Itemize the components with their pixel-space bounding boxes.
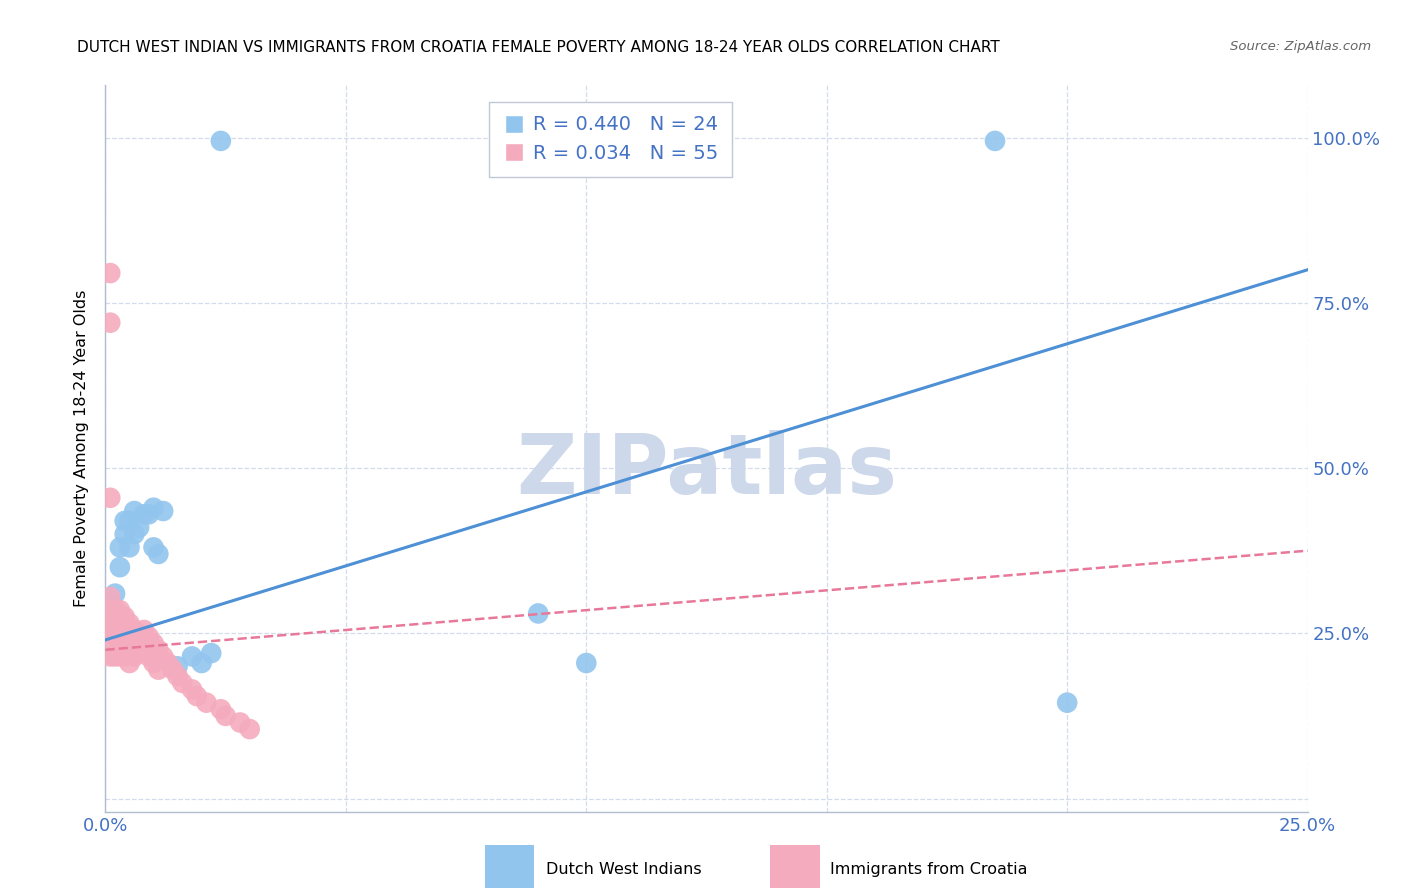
Point: [98, 316, 121, 330]
Point: [114, 514, 136, 528]
Point: [114, 623, 136, 637]
Point: [98, 491, 121, 505]
Point: [118, 616, 141, 631]
Text: Immigrants from Croatia: Immigrants from Croatia: [830, 863, 1026, 877]
Point: [166, 669, 188, 683]
Point: [142, 541, 165, 555]
Point: [108, 603, 131, 617]
Point: [104, 603, 127, 617]
Point: [209, 702, 232, 716]
Point: [142, 636, 165, 650]
Point: [138, 649, 160, 664]
Point: [138, 630, 160, 644]
Point: [108, 616, 131, 631]
Point: [108, 636, 131, 650]
Point: [181, 649, 204, 664]
Point: [124, 630, 146, 644]
Point: [128, 520, 150, 534]
Point: [575, 656, 598, 670]
Point: [124, 527, 146, 541]
Legend: R = 0.440   N = 24, R = 0.034   N = 55: R = 0.440 N = 24, R = 0.034 N = 55: [488, 102, 733, 177]
Point: [229, 715, 252, 730]
Point: [114, 649, 136, 664]
Point: [195, 696, 218, 710]
Point: [156, 656, 179, 670]
Point: [132, 508, 155, 522]
Point: [98, 590, 121, 604]
Point: [148, 663, 170, 677]
Point: [104, 623, 127, 637]
Point: [104, 616, 127, 631]
Point: [200, 646, 222, 660]
Point: [108, 649, 131, 664]
Point: [142, 500, 165, 515]
Point: [984, 134, 1007, 148]
Point: [162, 663, 184, 677]
Point: [209, 134, 232, 148]
Point: [104, 587, 127, 601]
Point: [166, 659, 188, 673]
Point: [181, 682, 204, 697]
Point: [98, 623, 121, 637]
Point: [148, 642, 170, 657]
Text: DUTCH WEST INDIAN VS IMMIGRANTS FROM CROATIA FEMALE POVERTY AMONG 18-24 YEAR OLD: DUTCH WEST INDIAN VS IMMIGRANTS FROM CRO…: [77, 40, 1000, 55]
Point: [148, 547, 170, 561]
Point: [152, 504, 174, 518]
Point: [124, 623, 146, 637]
Text: Dutch West Indians: Dutch West Indians: [546, 863, 702, 877]
Point: [98, 266, 121, 280]
Point: [114, 636, 136, 650]
Text: Source: ZipAtlas.com: Source: ZipAtlas.com: [1230, 40, 1371, 54]
Point: [132, 623, 155, 637]
Point: [186, 689, 208, 703]
Point: [98, 597, 121, 611]
Point: [138, 508, 160, 522]
Point: [118, 541, 141, 555]
Point: [104, 649, 127, 664]
Point: [108, 541, 131, 555]
Point: [128, 636, 150, 650]
Text: ZIPatlas: ZIPatlas: [516, 430, 897, 510]
Point: [118, 630, 141, 644]
Point: [172, 676, 194, 690]
Y-axis label: Female Poverty Among 18-24 Year Olds: Female Poverty Among 18-24 Year Olds: [75, 290, 90, 607]
Point: [114, 609, 136, 624]
Point: [142, 656, 165, 670]
Point: [104, 636, 127, 650]
Point: [108, 560, 131, 574]
Point: [118, 642, 141, 657]
Point: [108, 616, 131, 631]
Point: [132, 642, 155, 657]
Point: [98, 649, 121, 664]
Point: [239, 722, 262, 736]
Point: [114, 616, 136, 631]
Point: [124, 649, 146, 664]
Point: [124, 504, 146, 518]
Point: [108, 642, 131, 657]
Point: [108, 630, 131, 644]
Point: [190, 656, 212, 670]
Point: [118, 623, 141, 637]
Point: [118, 656, 141, 670]
Point: [114, 527, 136, 541]
Point: [152, 649, 174, 664]
Point: [118, 514, 141, 528]
Point: [527, 607, 550, 621]
Point: [1056, 696, 1078, 710]
Point: [98, 603, 121, 617]
Point: [214, 709, 236, 723]
Point: [104, 630, 127, 644]
Point: [98, 616, 121, 631]
